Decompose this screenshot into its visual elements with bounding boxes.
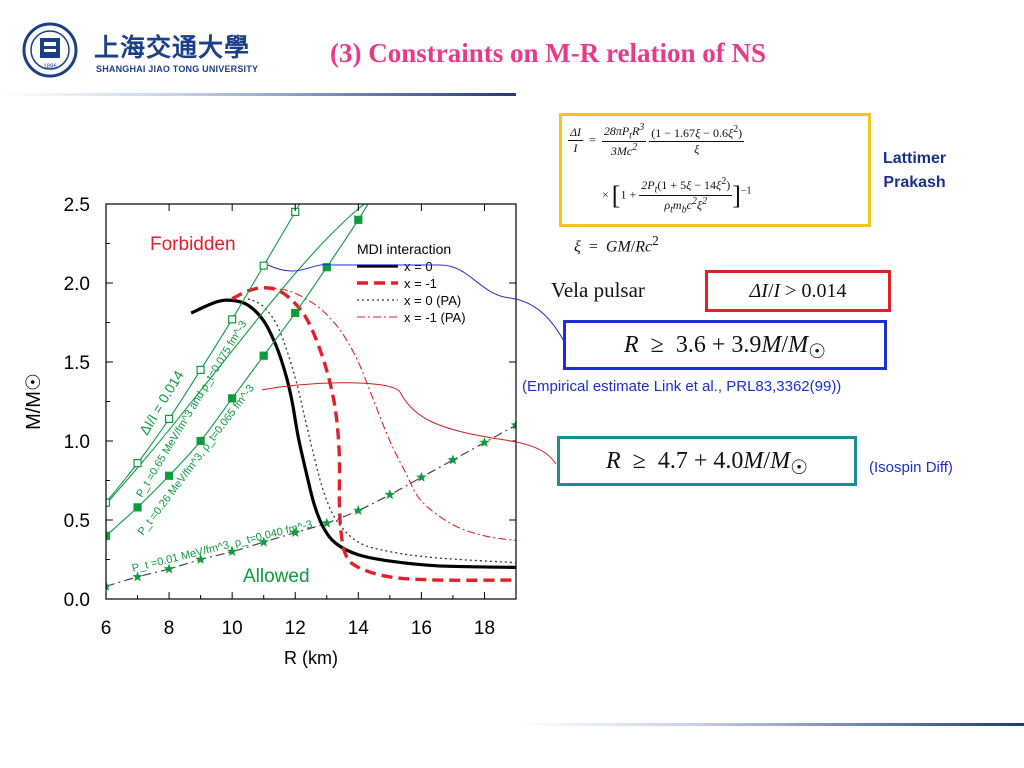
series-marker-6	[133, 503, 142, 512]
legend-entry-1: x = -1	[404, 276, 437, 291]
author-2: Prakash	[883, 174, 946, 191]
y-axis-label: M/M☉	[23, 373, 45, 430]
author-1: Lattimer	[883, 150, 947, 167]
series-marker-6	[354, 215, 363, 224]
xi-definition: ξ = GM/Rc2	[574, 233, 659, 256]
x-tick-label: 16	[411, 618, 432, 639]
series-marker-5	[259, 261, 268, 270]
moment-of-inertia-formula-box: ΔI I = 28πPtR3 3Mc2 (1 − 1.67ξ − 0.6ξ2) ξ ×…	[559, 113, 871, 227]
series-marker-7	[321, 517, 332, 528]
legend-entry-3: x = -1 (PA)	[404, 310, 466, 325]
radius-constraint-2-box: R ≥ 4.7 + 4.0M/M☉	[557, 436, 857, 486]
connector-line-red	[261, 382, 557, 465]
header-divider	[0, 93, 516, 96]
x-axis-label: R (km)	[284, 648, 338, 668]
legend-entry-0: x = 0	[404, 259, 433, 274]
series-marker-7	[384, 489, 396, 500]
series-marker-5	[164, 414, 174, 423]
y-tick-label: 2.0	[64, 274, 90, 295]
series-marker-7	[353, 505, 364, 515]
region-label-forbidden: Forbidden	[150, 234, 236, 255]
series-line-1	[231, 286, 516, 582]
radius-constraint-1-box: R ≥ 3.6 + 3.9M/M☉	[563, 320, 887, 370]
y-tick-label: 1.5	[64, 353, 90, 374]
eq-lhs: ΔI I	[568, 125, 584, 156]
x-tick-label: 10	[222, 618, 243, 639]
vela-pulsar-label: Vela pulsar	[551, 278, 645, 302]
series-marker-7	[163, 563, 175, 574]
series-marker-6	[322, 263, 331, 272]
series-marker-7	[510, 419, 516, 430]
series-marker-7	[447, 454, 459, 465]
eq-fraction-2: (1 − 1.67ξ − 0.6ξ2) ξ	[649, 124, 745, 157]
y-tick-label: 2.5	[64, 195, 90, 216]
series-marker-7	[106, 580, 112, 591]
series-marker-5	[196, 365, 205, 374]
x-tick-label: 18	[474, 618, 495, 639]
eq-correction-factor: × [1 + 2Pt(1 + 5ξ − 14ξ2) ρtmbc2ξ2]−1	[602, 176, 752, 216]
radius-constraint-2: R ≥ 4.7 + 4.0M/M☉	[606, 448, 808, 479]
series-marker-7	[258, 536, 269, 547]
x-tick-label: 12	[285, 618, 306, 639]
x-tick-label: 14	[348, 618, 370, 639]
series-marker-7	[479, 437, 490, 447]
series-marker-5	[133, 459, 142, 468]
series-line-6	[106, 204, 369, 537]
footer-divider	[516, 723, 1024, 726]
slide-title: (3) Constraints on M-R relation of NS	[330, 38, 766, 68]
series-marker-6	[259, 351, 268, 360]
series-marker-7	[132, 571, 143, 582]
series-marker-7	[195, 554, 206, 564]
x-tick-label: 8	[164, 618, 175, 639]
logo-chinese-name: 上海交通大學	[94, 33, 251, 62]
series-marker-6	[228, 394, 237, 403]
university-logo: 1896	[22, 22, 78, 78]
series-marker-6	[374, 185, 381, 192]
x-tick-label: 6	[101, 618, 112, 639]
series-marker-5	[304, 185, 311, 192]
radius-constraint-1-reference: (Empirical estimate Link et al., PRL83,3…	[522, 378, 842, 395]
region-label-allowed: Allowed	[243, 566, 310, 587]
reference-authors: Lattimer Prakash	[883, 147, 946, 195]
connector-line-blue	[267, 264, 566, 344]
svg-text:1896: 1896	[43, 64, 57, 70]
legend-entry-2: x = 0 (PA)	[404, 293, 461, 308]
vela-constraint-box: ΔI/I > 0.014	[705, 270, 891, 312]
y-tick-label: 0.0	[64, 590, 90, 611]
series-marker-6	[196, 436, 205, 446]
series-marker-7	[226, 546, 238, 556]
series-marker-5	[228, 315, 237, 324]
eq-fraction-1: 28πPtR3 3Mc2	[601, 122, 647, 159]
series-marker-7	[290, 527, 301, 538]
logo-english-name: SHANGHAI JIAO TONG UNIVERSITY	[96, 64, 259, 74]
series-marker-6	[106, 531, 111, 540]
series-line-7	[106, 424, 516, 587]
series-marker-6	[291, 308, 300, 318]
y-tick-label: 1.0	[64, 432, 90, 453]
legend-title: MDI interaction	[357, 241, 451, 257]
series-line-4	[106, 204, 366, 505]
vela-constraint: ΔI/I > 0.014	[749, 280, 847, 302]
series-marker-7	[416, 471, 427, 482]
y-tick-label: 0.5	[64, 511, 90, 532]
radius-constraint-2-reference: (Isospin Diff)	[869, 459, 953, 476]
series-line-0	[190, 298, 516, 569]
series-marker-6	[164, 471, 174, 480]
series-line-3	[263, 287, 516, 542]
series-marker-5	[106, 498, 111, 507]
radius-constraint-1: R ≥ 3.6 + 3.9M/M☉	[624, 332, 826, 363]
